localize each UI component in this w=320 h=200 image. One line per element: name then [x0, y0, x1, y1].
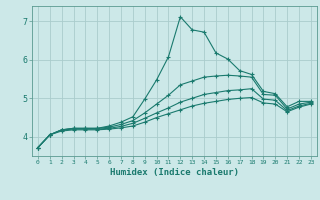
- X-axis label: Humidex (Indice chaleur): Humidex (Indice chaleur): [110, 168, 239, 177]
